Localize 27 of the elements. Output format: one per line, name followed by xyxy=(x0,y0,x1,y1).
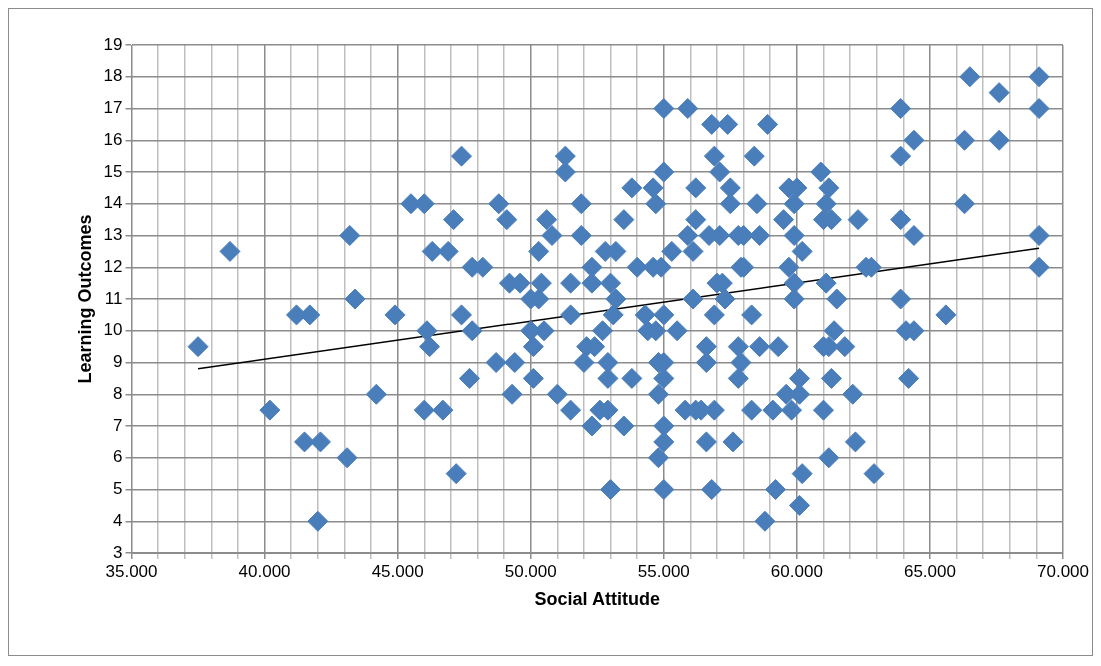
x-tick-label: 70.000 xyxy=(1037,561,1089,581)
x-tick-label: 50.000 xyxy=(504,561,557,581)
y-tick-label: 18 xyxy=(103,66,123,86)
y-tick-label: 16 xyxy=(103,129,123,149)
y-tick-label: 9 xyxy=(113,352,123,372)
y-tick-label: 13 xyxy=(103,225,123,245)
x-tick-label: 40.000 xyxy=(238,561,291,581)
y-tick-label: 12 xyxy=(103,256,123,276)
x-tick-label: 60.000 xyxy=(770,561,823,581)
y-tick-label: 8 xyxy=(113,383,123,403)
y-axis-title: Learning Outcomes xyxy=(74,214,95,384)
x-tick-label: 35.000 xyxy=(105,561,158,581)
y-tick-label: 14 xyxy=(103,193,123,213)
y-tick-label: 11 xyxy=(104,288,123,308)
y-tick-label: 17 xyxy=(103,98,123,118)
y-tick-label: 10 xyxy=(103,320,123,340)
y-tick-label: 5 xyxy=(113,479,123,499)
y-tick-label: 6 xyxy=(113,447,123,467)
y-tick-label: 19 xyxy=(103,34,123,54)
y-tick-label: 15 xyxy=(103,161,123,181)
x-tick-label: 65.000 xyxy=(903,561,956,581)
x-tick-label: 45.000 xyxy=(371,561,424,581)
y-tick-label: 4 xyxy=(113,510,123,530)
x-axis-title: Social Attitude xyxy=(534,589,660,610)
y-tick-label: 7 xyxy=(113,415,123,435)
x-tick-label: 55.000 xyxy=(637,561,690,581)
y-tick-label: 3 xyxy=(113,542,123,562)
